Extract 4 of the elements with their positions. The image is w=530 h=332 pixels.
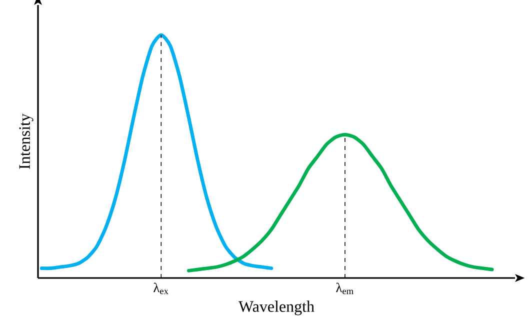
x-axis-title: Wavelength [238,300,314,316]
y-axis-title: Intensity [19,114,34,169]
x-tick-label: λ$_{em}$ [336,282,354,294]
x-tick-label: λ$_{ex}$ [154,282,168,294]
